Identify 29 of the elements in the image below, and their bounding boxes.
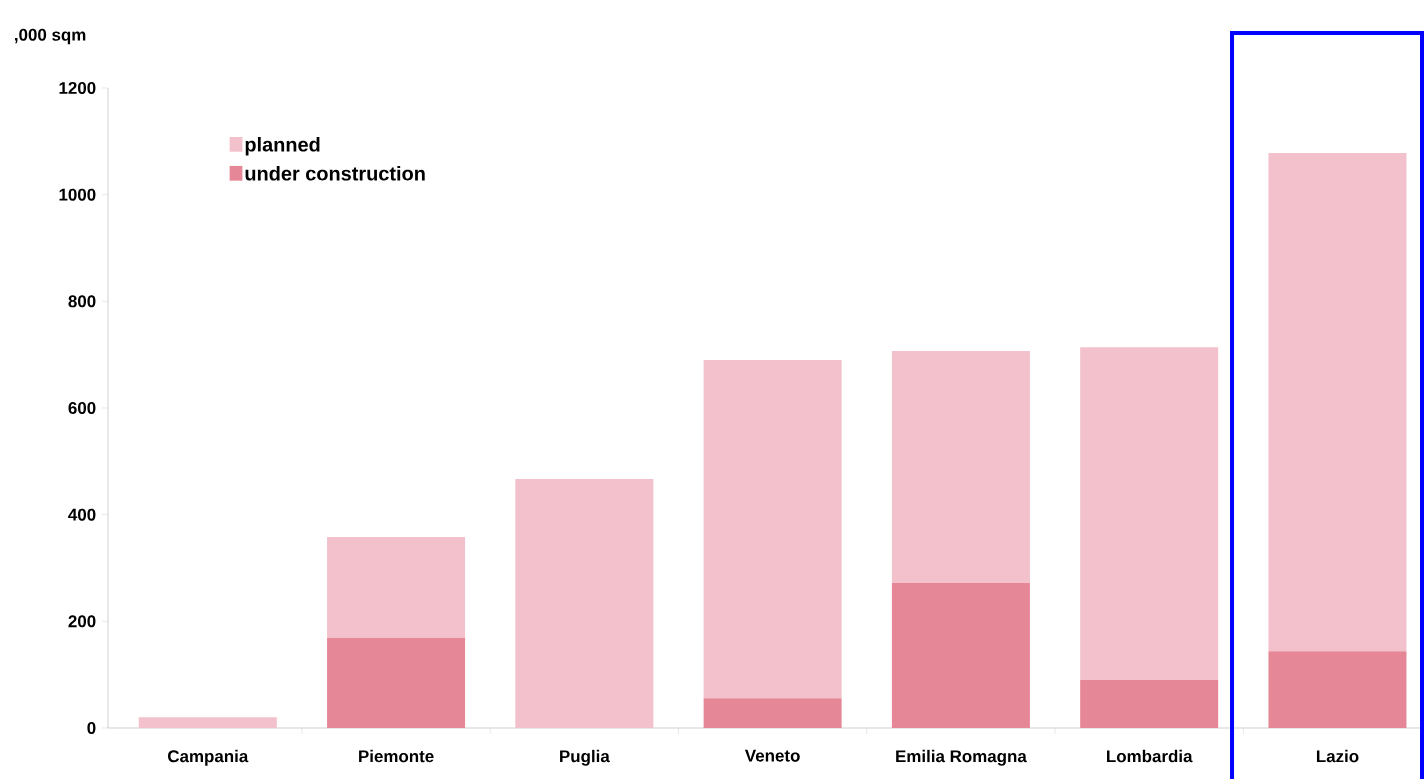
bar xyxy=(1080,347,1219,680)
bar xyxy=(327,637,466,728)
x-tick-label: Piemonte xyxy=(359,749,434,763)
y-tick-label: 1200 xyxy=(59,81,96,94)
bar xyxy=(703,359,842,699)
bar xyxy=(327,537,466,638)
bar xyxy=(1268,153,1407,652)
y-tick-label: 1000 xyxy=(59,188,96,201)
bar xyxy=(891,350,1030,583)
y-tick-label: 0 xyxy=(87,722,96,734)
x-tick-label: Lombardia xyxy=(1107,749,1193,763)
y-tick-label: 200 xyxy=(68,615,96,628)
y-tick-label: 600 xyxy=(68,401,96,414)
bar xyxy=(138,717,277,728)
y-tick-label: 800 xyxy=(68,295,96,308)
x-tick-label: Veneto xyxy=(744,749,800,762)
legend-label: under construction xyxy=(245,165,425,181)
x-tick-label: Emilia Romagna xyxy=(896,749,1027,766)
bar xyxy=(515,478,654,728)
legend-label: planned xyxy=(245,136,320,156)
bar xyxy=(703,698,842,728)
x-tick-label: Lazio xyxy=(1316,749,1359,763)
bar xyxy=(891,582,1030,728)
x-tick-label: Puglia xyxy=(560,749,610,766)
bar xyxy=(1080,680,1219,728)
y-axis-title: ,000 sqm xyxy=(15,28,86,45)
bar xyxy=(1268,651,1407,728)
x-tick-label: Campania xyxy=(168,749,249,766)
y-tick-label: 400 xyxy=(68,508,96,521)
